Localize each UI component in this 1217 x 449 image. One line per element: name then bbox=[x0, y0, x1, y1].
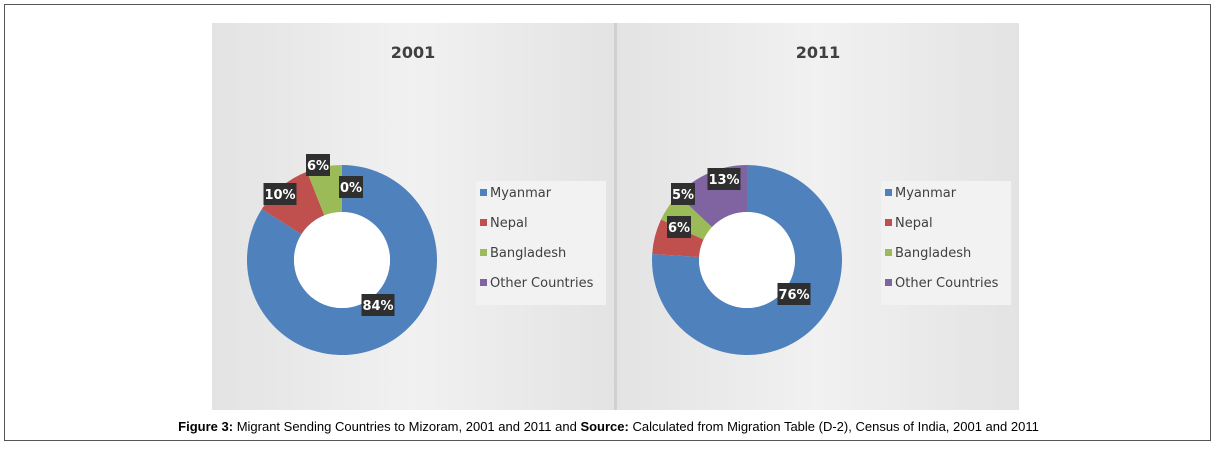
data-label-other-countries: 0% bbox=[339, 176, 363, 198]
data-label-bangladesh: 6% bbox=[306, 154, 330, 176]
chart-legend: Myanmar Nepal Bangladesh Other Countries bbox=[476, 181, 606, 305]
chart-title: 2011 bbox=[795, 43, 841, 62]
data-label-box bbox=[306, 154, 330, 176]
donut-chart-2011: 76% 6% 5% 13% bbox=[652, 165, 842, 355]
legend-swatch bbox=[480, 279, 487, 286]
data-label-text: 10% bbox=[264, 188, 295, 203]
panel-divider bbox=[614, 23, 617, 410]
figure-label: Figure 3: bbox=[178, 419, 234, 434]
data-label-bangladesh: 5% bbox=[671, 183, 695, 205]
source-text: Calculated from Migration Table (D-2), C… bbox=[628, 419, 1039, 434]
legend-swatch bbox=[885, 279, 892, 286]
legend-item-other-countries: Other Countries bbox=[885, 276, 998, 296]
legend-label: Bangladesh bbox=[895, 246, 972, 261]
data-label-text: 5% bbox=[672, 188, 694, 203]
legend-item-nepal: Nepal bbox=[480, 216, 528, 236]
data-label-box bbox=[777, 283, 811, 305]
chart-panel-2011: 2011 76% 6% 5% 13% Myanmar Nepal Bangladesh… bbox=[617, 23, 1019, 410]
legend-item-nepal: Nepal bbox=[885, 216, 933, 236]
figure-caption: Figure 3: Migrant Sending Countries to M… bbox=[5, 419, 1212, 434]
legend-swatch bbox=[885, 189, 892, 196]
data-label-box bbox=[667, 216, 691, 238]
legend-swatch bbox=[480, 189, 487, 196]
data-label-myanmar: 84% bbox=[361, 294, 395, 316]
legend-item-myanmar: Myanmar bbox=[480, 186, 551, 206]
data-label-text: 84% bbox=[362, 299, 393, 314]
data-label-box bbox=[707, 168, 741, 190]
data-label-text: 0% bbox=[340, 181, 362, 196]
donut-slice-myanmar bbox=[652, 165, 842, 355]
donut-hole bbox=[699, 212, 795, 308]
legend-label: Bangladesh bbox=[490, 246, 567, 261]
data-label-box bbox=[671, 183, 695, 205]
data-label-myanmar: 76% bbox=[777, 283, 811, 305]
legend-item-bangladesh: Bangladesh bbox=[885, 246, 971, 266]
donut-slice-nepal bbox=[652, 219, 704, 257]
legend-label: Myanmar bbox=[895, 186, 957, 201]
legend-item-bangladesh: Bangladesh bbox=[480, 246, 566, 266]
figure-text: Migrant Sending Countries to Mizoram, 20… bbox=[233, 419, 581, 434]
legend-label: Other Countries bbox=[490, 276, 594, 291]
data-label-text: 13% bbox=[708, 173, 739, 188]
data-label-nepal: 10% bbox=[263, 183, 297, 205]
data-label-text: 76% bbox=[778, 288, 809, 303]
data-label-box bbox=[361, 294, 395, 316]
data-label-text: 6% bbox=[307, 159, 329, 174]
legend-label: Other Countries bbox=[895, 276, 999, 291]
data-label-box bbox=[339, 176, 363, 198]
source-label: Source: bbox=[580, 419, 629, 434]
donut-slice-bangladesh bbox=[307, 165, 342, 216]
donut-chart-2001: 84% 10% 6% 0% bbox=[247, 154, 437, 355]
legend-swatch bbox=[885, 219, 892, 226]
legend-item-other-countries: Other Countries bbox=[480, 276, 593, 296]
legend-swatch bbox=[480, 249, 487, 256]
data-label-nepal: 6% bbox=[667, 216, 691, 238]
chart-legend: Myanmar Nepal Bangladesh Other Countries bbox=[881, 181, 1011, 305]
legend-label: Myanmar bbox=[490, 186, 552, 201]
charts-area: 2001 84% 10% 6% 0% Myanmar Nepal Bangladesh… bbox=[212, 23, 1019, 410]
figure-frame: 2001 84% 10% 6% 0% Myanmar Nepal Bangladesh… bbox=[4, 4, 1211, 441]
data-label-box bbox=[263, 183, 297, 205]
chart-panel-2001: 2001 84% 10% 6% 0% Myanmar Nepal Bangladesh… bbox=[212, 23, 614, 410]
data-label-text: 6% bbox=[668, 221, 690, 236]
legend-swatch bbox=[480, 219, 487, 226]
chart-title: 2001 bbox=[390, 43, 436, 62]
legend-label: Nepal bbox=[895, 216, 933, 231]
data-label-other-countries: 13% bbox=[707, 168, 741, 190]
legend-item-myanmar: Myanmar bbox=[885, 186, 956, 206]
donut-hole bbox=[294, 212, 390, 308]
legend-label: Nepal bbox=[490, 216, 528, 231]
legend-swatch bbox=[885, 249, 892, 256]
